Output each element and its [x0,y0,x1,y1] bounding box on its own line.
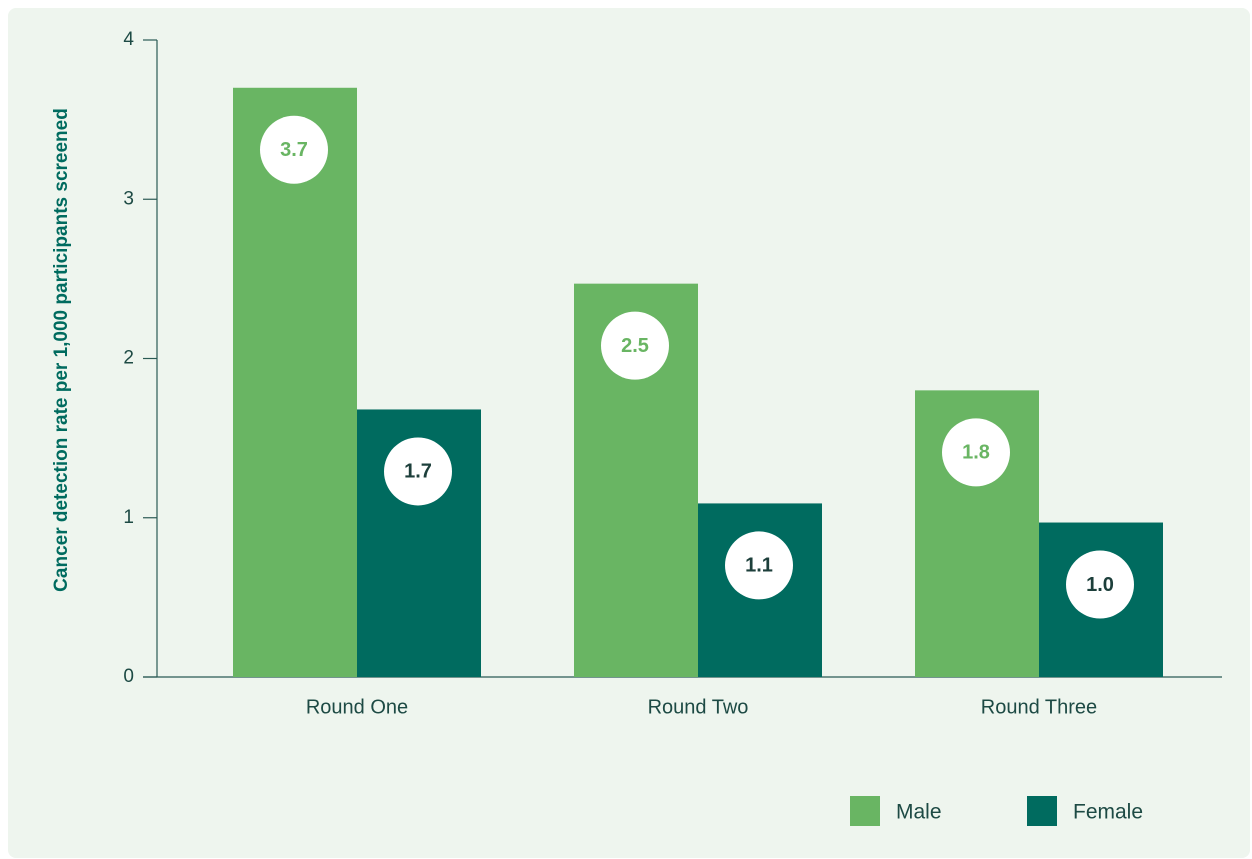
value-label: 3.7 [280,139,308,161]
x-tick-label: Round One [306,696,408,718]
y-tick-label: 3 [123,188,134,209]
y-axis-label: Cancer detection rate per 1,000 particip… [51,108,72,592]
y-tick-label: 1 [123,507,134,528]
x-tick-label: Round Two [648,696,749,718]
legend-swatch [850,796,880,826]
legend-swatch [1027,796,1057,826]
value-label-badge [384,437,452,506]
bar [233,87,357,677]
value-label: 1.8 [962,442,990,464]
value-label-badge [725,531,793,600]
legend-label: Male [896,801,942,824]
value-label: 2.5 [621,335,649,357]
value-label-badge [942,418,1010,487]
y-tick-label: 0 [123,666,134,687]
value-label: 1.7 [404,461,432,483]
value-label: 1.0 [1086,574,1114,596]
value-label: 1.1 [745,555,773,577]
value-label-badge [601,311,669,380]
value-label-badge [1066,550,1134,619]
legend-label: Female [1073,801,1143,824]
value-label-badge [260,115,328,184]
y-tick-label: 2 [123,348,134,369]
x-tick-label: Round Three [981,696,1097,718]
y-tick-label: 4 [123,29,134,50]
